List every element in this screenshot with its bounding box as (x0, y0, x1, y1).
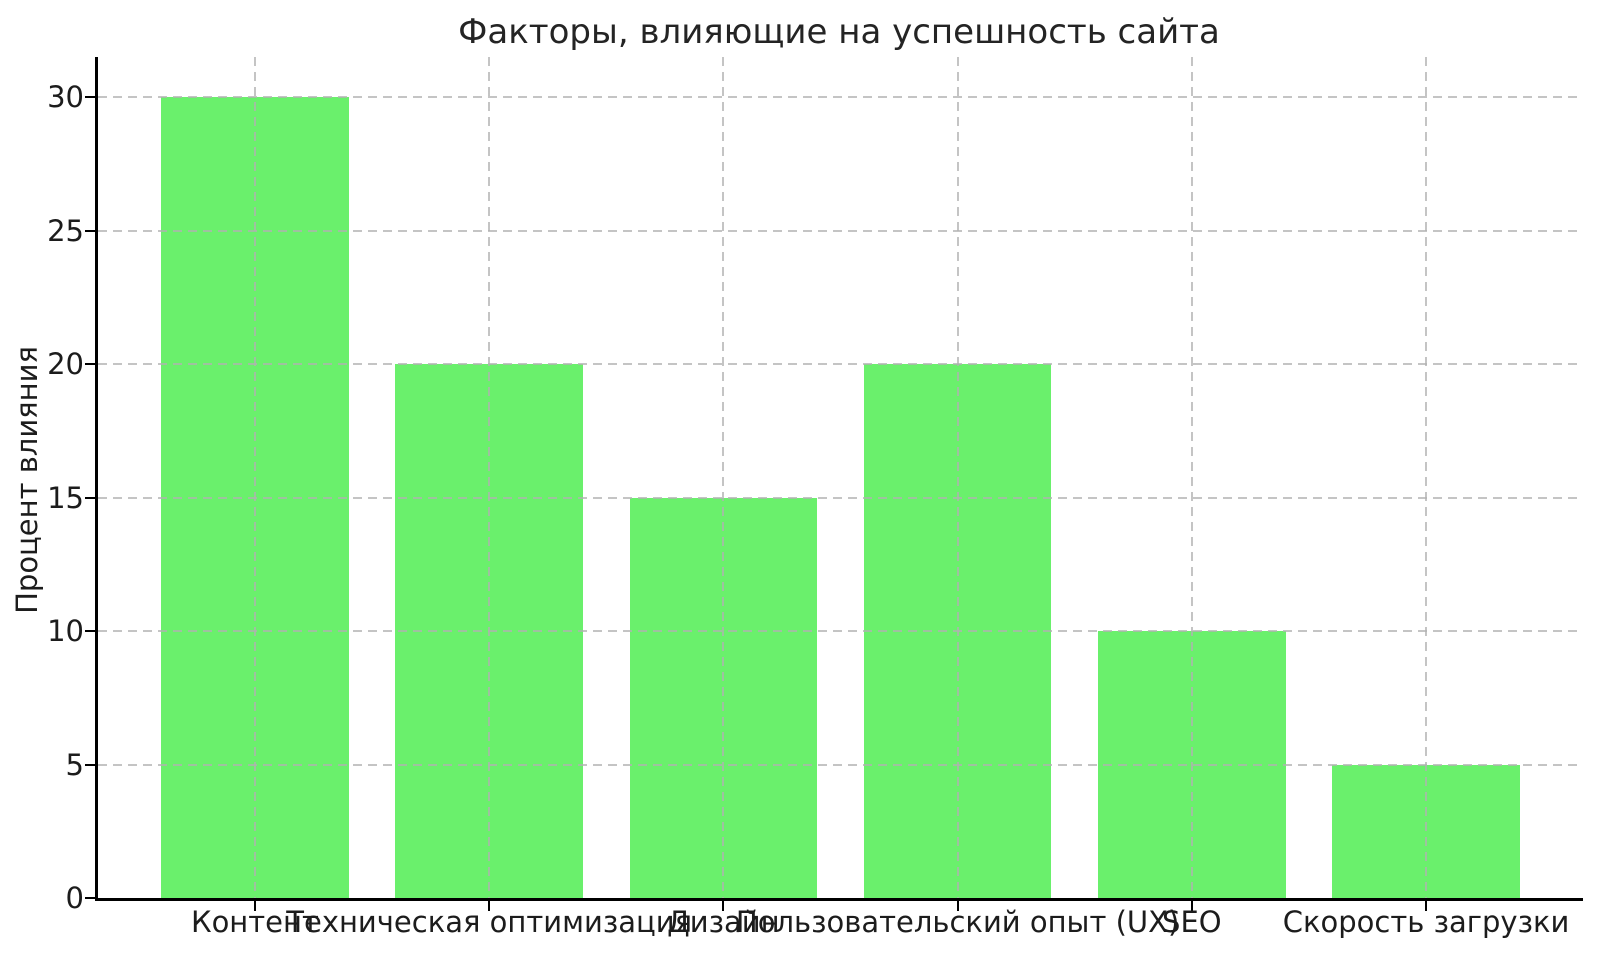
h-gridline (98, 763, 1583, 766)
y-tick-label: 20 (47, 347, 84, 382)
h-gridline (98, 229, 1583, 232)
y-tick-mark (85, 229, 95, 232)
v-gridline (488, 57, 491, 898)
y-tick-mark (85, 363, 95, 366)
y-tick-mark (85, 496, 95, 499)
v-gridline (956, 57, 959, 898)
y-tick-label: 30 (47, 80, 84, 115)
h-gridline (98, 630, 1583, 633)
y-tick-label: 5 (65, 747, 84, 782)
v-gridline (1425, 57, 1428, 898)
h-gridline (98, 363, 1583, 366)
y-tick-label: 25 (47, 213, 84, 248)
x-tick-mark (956, 901, 959, 911)
v-gridline (1190, 57, 1193, 898)
grid-layer (98, 57, 1583, 898)
y-tick-mark (85, 763, 95, 766)
x-tick-label: Техническая оптимизация (286, 905, 693, 939)
x-tick-label: Контент (190, 905, 319, 939)
x-tick-mark (722, 901, 725, 911)
y-tick-mark (85, 897, 95, 899)
x-ticklabels-layer: Контент Техническая оптимизация Дизайн Поль… (98, 898, 1583, 948)
y-tick-label: 15 (47, 480, 84, 515)
tick-marks-layer (85, 57, 1583, 911)
chart-title: Факторы, влияющие на успешность сайта (458, 12, 1220, 52)
x-tick-mark (488, 901, 491, 911)
x-tick-label: Дизайн (667, 905, 780, 939)
v-gridline (722, 57, 725, 898)
x-tick-label: SEO (1162, 905, 1222, 939)
h-gridline (98, 496, 1583, 499)
x-tick-mark (253, 901, 256, 911)
y-tick-mark (85, 630, 95, 633)
x-tick-mark (1425, 901, 1428, 911)
plot-area: Контент Техническая оптимизация Дизайн Поль… (47, 57, 1583, 939)
h-gridline (98, 96, 1583, 99)
y-tick-label: 0 (65, 881, 84, 915)
x-tick-mark (1190, 901, 1193, 911)
x-tick-label: Скорость загрузки (1282, 905, 1570, 939)
x-tick-label: Пользовательский опыт (UX) (735, 905, 1180, 939)
y-tick-mark (85, 96, 95, 99)
v-gridline (253, 57, 256, 898)
y-tick-label: 10 (47, 614, 84, 649)
y-axis-label-text: Процент влияния (10, 346, 44, 614)
